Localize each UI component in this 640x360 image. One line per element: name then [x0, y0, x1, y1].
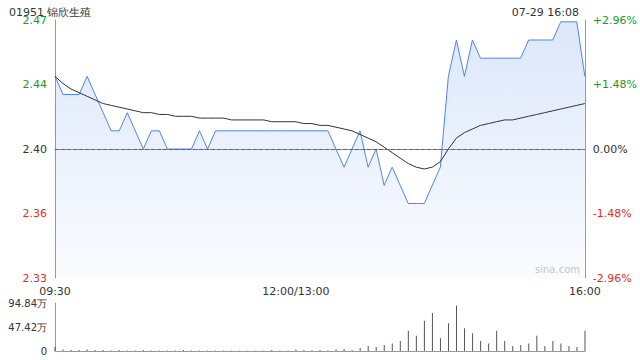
svg-text:94.84万: 94.84万 — [8, 298, 47, 309]
svg-text:12:00/13:00: 12:00/13:00 — [262, 285, 329, 298]
svg-text:2.44: 2.44 — [23, 78, 48, 91]
svg-text:-2.96%: -2.96% — [593, 272, 632, 285]
svg-text:+2.96%: +2.96% — [593, 14, 637, 27]
svg-text:0: 0 — [41, 346, 47, 357]
svg-text:01951 锦欣生殖: 01951 锦欣生殖 — [9, 6, 92, 19]
svg-text:2.40: 2.40 — [23, 143, 48, 156]
svg-text:07-29 16:08: 07-29 16:08 — [512, 6, 579, 19]
svg-text:2.33: 2.33 — [23, 272, 48, 285]
svg-text:2.36: 2.36 — [23, 207, 48, 220]
svg-text:0.00%: 0.00% — [593, 143, 628, 156]
svg-text:-1.48%: -1.48% — [593, 207, 632, 220]
svg-text:47.42万: 47.42万 — [8, 322, 47, 333]
svg-text:16:00: 16:00 — [569, 285, 601, 298]
svg-text:2.47: 2.47 — [22, 13, 47, 27]
svg-text:+1.48%: +1.48% — [593, 78, 637, 91]
svg-text:09:30: 09:30 — [39, 285, 71, 298]
